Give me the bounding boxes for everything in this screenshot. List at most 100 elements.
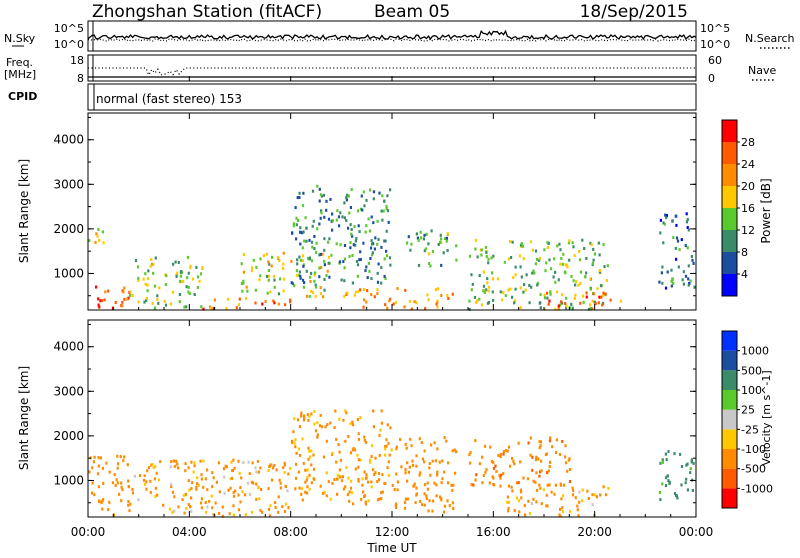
echo-cell	[289, 300, 292, 304]
echo-cell	[538, 474, 541, 478]
echo-cell	[468, 453, 471, 457]
echo-cell	[97, 228, 100, 231]
colorbar-swatch	[722, 409, 737, 430]
echo-cell	[349, 246, 352, 250]
echo-cell	[206, 488, 209, 492]
echo-cell	[557, 278, 560, 282]
echo-cell	[606, 264, 609, 268]
echo-cell	[323, 490, 326, 494]
echo-cell	[318, 266, 321, 270]
echo-cell	[430, 443, 433, 447]
echo-cell	[539, 486, 542, 490]
echo-cell	[361, 483, 364, 487]
velocity-y-axis-label: Slant Range [km]	[17, 366, 31, 470]
echo-cell	[604, 292, 607, 296]
echo-cell	[603, 265, 606, 269]
echo-cell	[127, 503, 130, 507]
echo-cell	[443, 504, 447, 508]
echo-cell	[322, 193, 326, 197]
echo-cell	[553, 257, 556, 261]
echo-cell	[300, 411, 303, 415]
echo-cell	[316, 435, 319, 439]
echo-cell	[310, 240, 314, 244]
echo-cell	[377, 472, 381, 475]
echo-cell	[530, 502, 533, 505]
echo-cell	[439, 240, 442, 244]
echo-cell	[361, 477, 364, 481]
echo-cell	[331, 481, 334, 485]
echo-cell	[190, 460, 193, 464]
echo-cell	[585, 291, 588, 295]
echo-cell	[345, 411, 348, 415]
echo-cell	[469, 451, 472, 455]
echo-cell	[661, 281, 664, 285]
echo-cell	[206, 505, 209, 509]
echo-cell	[569, 509, 572, 513]
echo-cell	[360, 497, 363, 501]
echo-cell	[272, 274, 276, 278]
echo-cell	[351, 423, 355, 427]
echo-cell	[591, 299, 594, 303]
echo-cell	[592, 247, 595, 251]
echo-cell	[380, 245, 383, 249]
echo-cell	[351, 254, 354, 257]
echo-cell	[117, 462, 120, 466]
echo-cell	[152, 466, 155, 470]
echo-cell	[430, 229, 433, 233]
echo-cell	[419, 471, 422, 475]
echo-cell	[573, 297, 576, 300]
echo-cell	[495, 470, 498, 473]
echo-cell	[412, 484, 415, 488]
echo-cell	[557, 307, 560, 311]
echo-cell	[316, 184, 319, 188]
echo-cell	[414, 501, 417, 505]
echo-cell	[305, 226, 308, 230]
echo-cell	[485, 288, 488, 292]
echo-cell	[316, 421, 319, 425]
echo-cell	[373, 473, 376, 477]
echo-cell	[378, 191, 381, 195]
echo-cell	[450, 483, 453, 487]
echo-cell	[374, 236, 377, 240]
echo-cell	[441, 477, 444, 481]
power-colorbar-tick-label: 4	[741, 268, 748, 281]
colorbar-swatch	[722, 390, 737, 410]
echo-cell	[174, 464, 177, 468]
echo-cell	[325, 471, 328, 475]
colorbar-swatch	[722, 274, 737, 296]
echo-cell	[336, 477, 339, 481]
echo-cell	[319, 292, 322, 296]
echo-cell	[408, 465, 411, 469]
echo-cell	[147, 466, 151, 470]
echo-cell	[569, 468, 572, 471]
echo-cell	[367, 499, 370, 503]
echo-cell	[330, 253, 333, 257]
echo-cell	[370, 215, 373, 219]
echo-cell	[394, 504, 397, 508]
echo-cell	[196, 286, 199, 289]
echo-cell	[564, 263, 567, 267]
echo-cell	[335, 218, 338, 222]
echo-cell	[356, 453, 359, 457]
echo-cell	[151, 462, 154, 466]
echo-cell	[273, 285, 276, 289]
echo-cell	[240, 262, 243, 266]
echo-cell	[88, 470, 91, 474]
echo-cell	[115, 478, 118, 482]
echo-cell	[337, 443, 340, 447]
echo-cell	[491, 290, 494, 294]
echo-cell	[567, 241, 570, 245]
echo-cell	[415, 464, 418, 468]
echo-cell	[511, 489, 514, 493]
echo-cell	[309, 280, 312, 283]
echo-cell	[265, 252, 268, 256]
echo-cell	[511, 240, 514, 244]
echo-cell	[309, 275, 312, 279]
echo-cell	[472, 483, 475, 487]
echo-cell	[114, 484, 117, 487]
echo-cell	[538, 256, 542, 260]
echo-cell	[565, 304, 568, 308]
echo-cell	[129, 293, 132, 297]
echo-cell	[283, 463, 286, 467]
echo-cell	[415, 232, 418, 236]
